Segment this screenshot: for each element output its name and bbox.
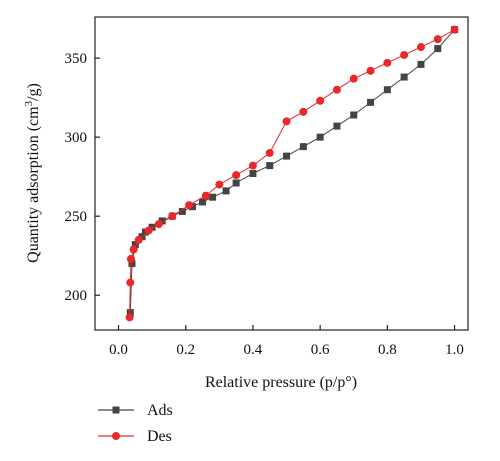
data-point bbox=[383, 58, 392, 67]
data-point bbox=[350, 111, 358, 119]
data-point bbox=[266, 162, 274, 170]
x-tick-label: 0.4 bbox=[244, 342, 263, 358]
data-point bbox=[201, 191, 210, 200]
data-point bbox=[316, 133, 324, 141]
data-point bbox=[434, 45, 442, 53]
x-tick-label: 0.0 bbox=[109, 342, 128, 358]
data-point bbox=[333, 122, 341, 130]
data-point bbox=[417, 60, 425, 68]
series-line bbox=[129, 29, 455, 318]
data-point bbox=[126, 278, 135, 287]
data-point bbox=[126, 309, 134, 317]
series-des bbox=[125, 25, 459, 322]
y-tick-label: 350 bbox=[65, 51, 88, 67]
data-point bbox=[367, 98, 375, 106]
data-point bbox=[299, 107, 308, 116]
legend-marker bbox=[112, 406, 120, 414]
data-point bbox=[299, 143, 307, 151]
data-point bbox=[148, 223, 156, 231]
data-point bbox=[349, 74, 358, 83]
data-point bbox=[450, 25, 459, 34]
y-axis-title: Quantity adsorption (cm3/g) bbox=[23, 83, 42, 263]
data-point bbox=[168, 212, 177, 221]
ticks: 0.0 0.2 0.4 0.6 0.8 1.0 200 250 300 350 bbox=[65, 51, 464, 358]
data-point bbox=[125, 313, 134, 322]
y-tick-label: 200 bbox=[65, 288, 88, 304]
data-point bbox=[433, 35, 442, 44]
data-point bbox=[128, 260, 136, 268]
data-point bbox=[158, 217, 166, 225]
data-point bbox=[383, 86, 391, 94]
data-point bbox=[199, 198, 207, 206]
legend-marker bbox=[112, 432, 120, 440]
data-point bbox=[283, 152, 291, 160]
data-point bbox=[265, 148, 274, 157]
x-tick-label: 0.8 bbox=[378, 342, 397, 358]
data-point bbox=[248, 161, 257, 170]
y-axis-title-main: Quantity adsorption (cm bbox=[25, 106, 42, 263]
data-point bbox=[129, 245, 138, 254]
x-tick-label: 0.6 bbox=[311, 342, 330, 358]
data-point bbox=[222, 187, 230, 195]
data-point bbox=[282, 117, 291, 126]
data-point bbox=[232, 171, 241, 180]
x-axis-title: Relative pressure (p/p°) bbox=[205, 374, 357, 391]
data-point bbox=[232, 179, 240, 187]
data-point bbox=[134, 235, 143, 244]
legend-label: Des bbox=[147, 428, 172, 445]
x-tick-label: 1.0 bbox=[445, 342, 464, 358]
legend: Ads Des bbox=[98, 402, 173, 445]
series-line bbox=[129, 29, 455, 313]
data-point bbox=[249, 170, 257, 177]
series-layer bbox=[125, 25, 459, 322]
plot-frame bbox=[94, 16, 469, 331]
y-tick-label: 300 bbox=[65, 130, 88, 146]
legend-item-des: Des bbox=[98, 428, 172, 445]
data-point bbox=[400, 73, 408, 81]
data-point bbox=[416, 43, 425, 52]
data-point bbox=[332, 85, 341, 94]
x-tick-label: 0.2 bbox=[176, 342, 195, 358]
y-axis-title-tail: /g) bbox=[25, 83, 42, 101]
y-axis-title-sup: 3 bbox=[23, 100, 35, 106]
data-point bbox=[178, 207, 186, 215]
data-point bbox=[154, 220, 163, 229]
y-tick-label: 250 bbox=[65, 209, 88, 225]
data-point bbox=[185, 201, 194, 210]
data-point bbox=[126, 254, 135, 263]
data-point bbox=[131, 241, 139, 249]
data-point bbox=[215, 180, 224, 189]
data-point bbox=[316, 96, 325, 105]
legend-label: Ads bbox=[147, 402, 173, 419]
data-point bbox=[144, 226, 153, 235]
data-point bbox=[400, 50, 409, 59]
data-point bbox=[366, 66, 375, 75]
series-ads bbox=[126, 26, 459, 317]
legend-item-ads: Ads bbox=[98, 402, 173, 419]
data-point bbox=[209, 193, 217, 201]
